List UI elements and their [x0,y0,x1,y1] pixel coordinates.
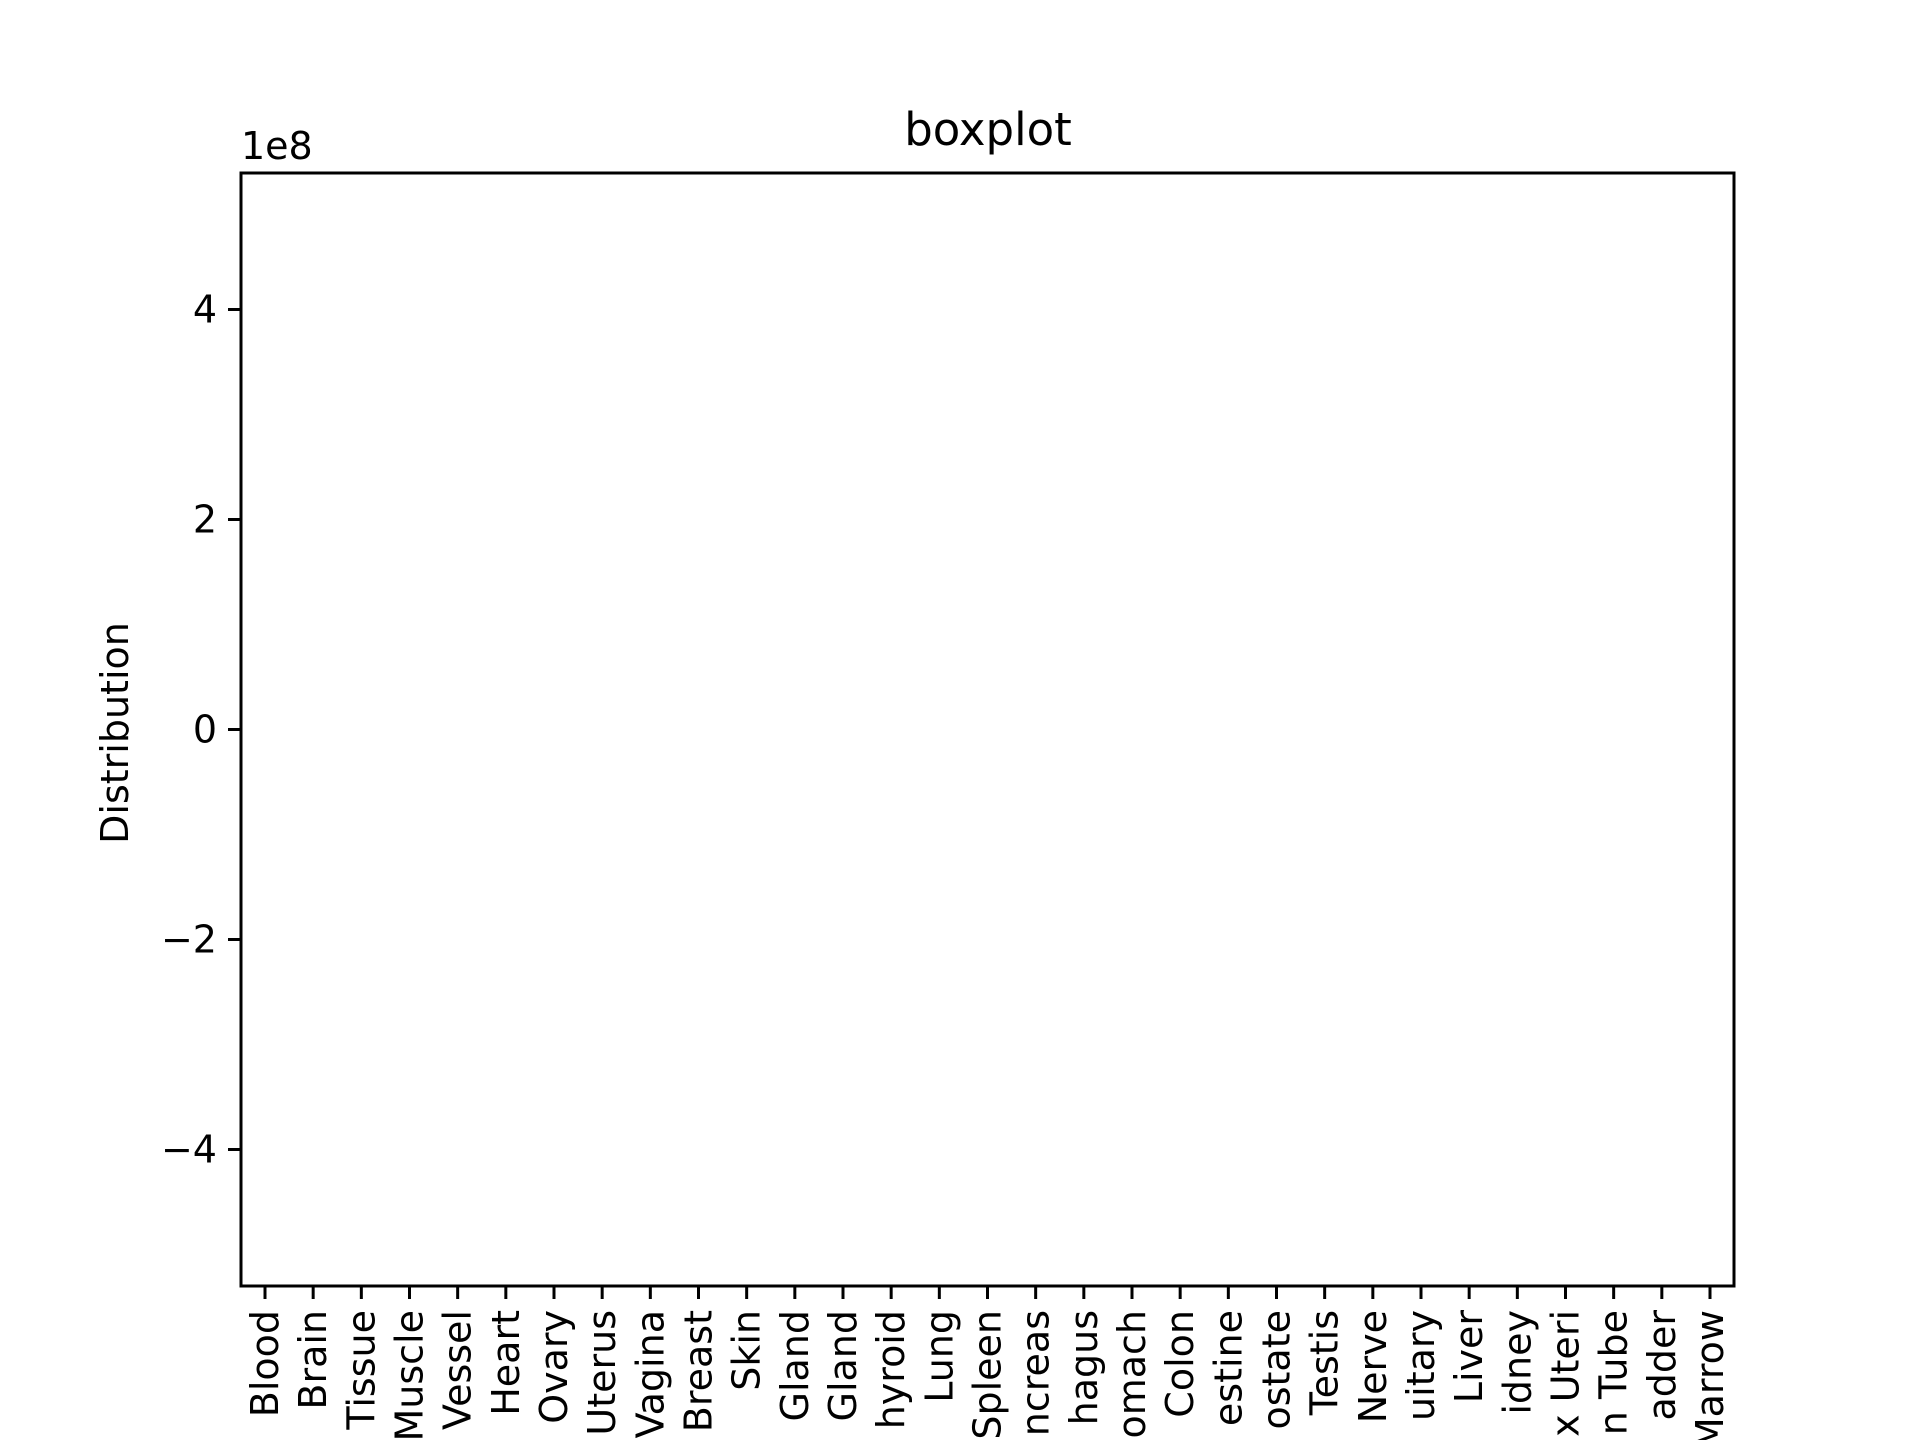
x-tick-label: Liver [1447,1310,1491,1404]
y-offset-label: 1e8 [241,124,313,168]
y-tick-label: −4 [161,1128,217,1172]
x-axis-ticks: Blood Brain Tissue Muscle Vessel Heart Ovary Ut… [243,1286,1732,1440]
plot-area-frame [239,171,1736,1288]
x-tick-label: Tissue [339,1310,383,1431]
x-tick-label: Blood [243,1310,287,1417]
y-axis-label: Distribution [93,622,137,844]
x-tick-label: ostate [1255,1310,1299,1430]
x-tick-label: adder [1640,1310,1684,1421]
x-tick-label: Heart [484,1310,528,1416]
x-tick-label: Brain [291,1310,335,1410]
x-tick-label: Gland [821,1310,865,1422]
x-tick-label: n Tube [1592,1310,1636,1435]
x-tick-label: Nerve [1351,1310,1395,1423]
x-tick-label: Vessel [436,1310,480,1430]
x-tick-label: Testis [1303,1310,1347,1416]
x-tick-label: x Uteri [1544,1310,1588,1437]
x-tick-label: Gland [773,1310,817,1422]
x-tick-label: uitary [1399,1310,1443,1421]
x-tick-label: Colon [1158,1310,1202,1418]
y-tick-label: 0 [193,708,217,752]
x-tick-label: ncreas [1014,1310,1058,1436]
y-axis-ticks: −4 −2 0 2 4 [161,288,241,1172]
x-tick-label: Breast [677,1310,721,1432]
x-tick-label: Uterus [580,1310,624,1436]
x-tick-label: Vagina [628,1310,672,1438]
x-tick-label: Marrow [1688,1310,1732,1440]
x-tick-label: Spleen [966,1310,1010,1440]
y-tick-label: 2 [193,498,217,542]
y-tick-label: −2 [161,918,217,962]
x-tick-label: Lung [917,1310,961,1403]
x-tick-label: Skin [725,1310,769,1391]
x-tick-label: hagus [1062,1310,1106,1425]
chart-title: boxplot [904,103,1072,156]
x-tick-label: idney [1495,1310,1539,1415]
x-tick-label: omach [1110,1310,1154,1439]
y-tick-label: 4 [193,288,217,332]
x-tick-label: Muscle [388,1310,432,1440]
x-tick-label: hyroid [869,1310,913,1429]
x-tick-label: Ovary [532,1310,576,1424]
x-tick-label: estine [1206,1310,1250,1426]
